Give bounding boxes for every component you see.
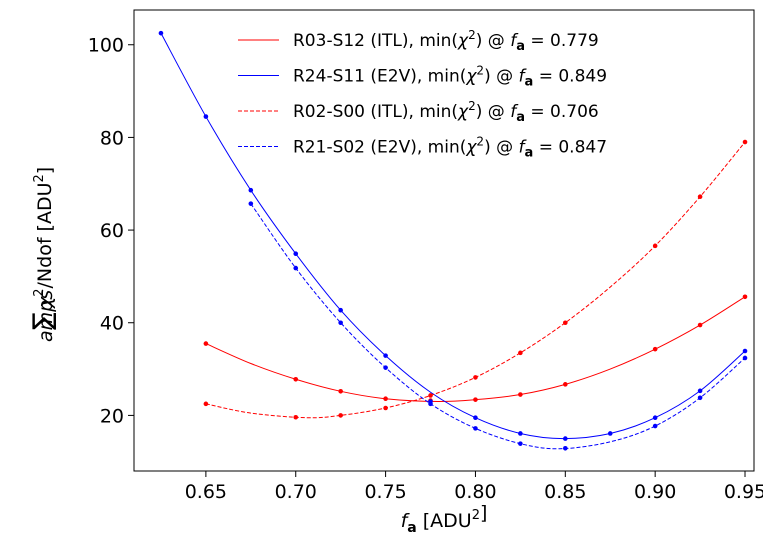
x-tick-label: 0.70 (275, 481, 317, 503)
data-point (293, 414, 299, 420)
x-tick-label: 0.85 (544, 481, 586, 503)
x-tick-label: 0.95 (724, 481, 763, 503)
data-point (383, 353, 388, 358)
data-point (293, 376, 299, 382)
data-point (248, 187, 254, 193)
data-point (652, 415, 658, 421)
y-axis-label: ∑ amps χ2/Ndof [ADU2] (28, 167, 58, 330)
data-point (742, 355, 748, 361)
data-point (203, 341, 209, 346)
data-point (518, 441, 523, 446)
x-axis: 0.65 0.70 0.75 0.80 0.85 0.90 0.95 (185, 471, 763, 503)
y-tick-label: 20 (100, 405, 124, 427)
data-point (383, 405, 388, 411)
data-point (338, 389, 343, 394)
x-axis-label: fa [ADU2] (401, 502, 488, 536)
data-point (203, 114, 209, 119)
data-point (473, 415, 478, 421)
series-line (205, 296, 746, 403)
y-axis: 20 40 60 80 100 (88, 35, 134, 427)
data-point (203, 401, 209, 407)
data-point (383, 365, 388, 370)
data-point (697, 388, 703, 394)
x-tick-label: 0.90 (634, 481, 676, 503)
y-axis-label-sigma-subscript: amps (35, 290, 57, 342)
data-point (563, 445, 568, 451)
legend-label: R21-S02 (E2V), min(χ2) @ fa = 0.847 (293, 135, 607, 161)
svg-text:∑: ∑ (28, 312, 58, 330)
series-line (250, 203, 746, 450)
legend-label: R02-S00 (ITL), min(χ2) @ fa = 0.706 (293, 99, 599, 125)
data-point (383, 396, 388, 402)
data-point (293, 265, 299, 271)
legend-label: R03-S12 (ITL), min(χ2) @ fa = 0.779 (293, 28, 599, 54)
data-point (293, 251, 299, 257)
data-point (563, 382, 568, 387)
data-point (473, 397, 478, 402)
plot-series (158, 30, 748, 451)
data-point (518, 392, 523, 397)
data-point (652, 243, 658, 249)
data-point (473, 426, 478, 431)
data-point (518, 431, 523, 436)
data-point (338, 413, 343, 418)
data-point (742, 139, 748, 145)
data-point (607, 431, 613, 436)
legend: R03-S12 (ITL), min(χ2) @ fa = 0.779 R24-S… (238, 28, 607, 161)
data-point (742, 294, 748, 300)
data-point (518, 350, 523, 356)
y-axis-label-sigma: ∑ (28, 312, 58, 330)
series-line (160, 32, 746, 440)
x-tick-label: 0.80 (454, 481, 496, 503)
data-point (697, 395, 703, 401)
data-point (563, 320, 568, 326)
x-tick-label: 0.75 (364, 481, 406, 503)
data-point (428, 393, 433, 398)
data-point (652, 346, 658, 352)
data-point (158, 30, 164, 36)
data-point (473, 375, 478, 380)
y-tick-label: 80 (100, 127, 124, 149)
data-point (563, 436, 568, 441)
data-point (697, 322, 703, 328)
data-point (338, 320, 343, 326)
y-tick-label: 40 (100, 313, 124, 335)
svg-text:χ2/Ndof [ADU2]: χ2/Ndof [ADU2] (32, 167, 56, 309)
x-tick-label: 0.65 (185, 481, 227, 503)
data-point (248, 201, 254, 206)
data-point (338, 307, 343, 313)
data-point (742, 348, 748, 354)
y-tick-label: 100 (88, 35, 124, 57)
y-tick-label: 60 (100, 220, 124, 242)
plot-frame (133, 9, 755, 472)
legend-label: R24-S11 (E2V), min(χ2) @ fa = 0.849 (293, 64, 607, 90)
data-point (697, 194, 703, 200)
data-point (428, 401, 433, 407)
data-point (652, 423, 658, 429)
